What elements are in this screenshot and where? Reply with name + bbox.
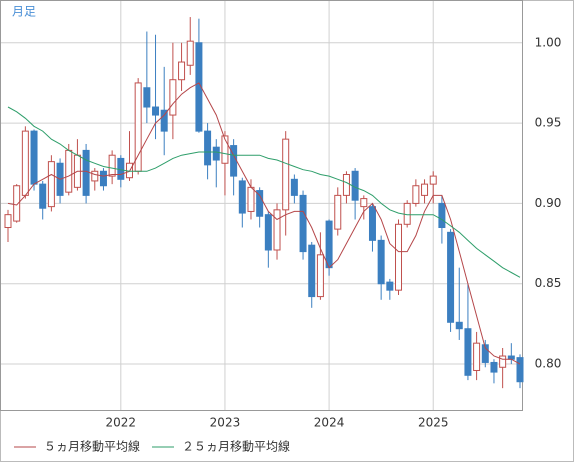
candle-body — [13, 185, 21, 222]
candle-body — [4, 214, 12, 229]
candle-body — [247, 186, 255, 212]
candle-body — [421, 183, 429, 196]
legend-label: ２５ヵ月移動平均線 — [182, 439, 290, 454]
candle-body — [325, 220, 333, 269]
candle-body — [342, 173, 350, 196]
candle-body — [316, 254, 324, 298]
candle-body — [256, 190, 264, 217]
candle-body — [99, 170, 107, 187]
candle-body — [299, 194, 307, 253]
candle-body — [386, 281, 394, 291]
candle-body — [447, 231, 455, 323]
y-tick-label: 0.85 — [535, 276, 562, 290]
candle-body — [438, 202, 446, 229]
candle-body — [308, 244, 316, 298]
candle-body — [221, 135, 229, 164]
candle-body — [82, 149, 90, 196]
candle-body — [134, 82, 142, 172]
plot-area — [0, 0, 523, 411]
candle-body — [160, 109, 168, 132]
x-tick-label: 2022 — [106, 416, 137, 430]
candle-body — [499, 355, 507, 368]
candle-body — [395, 223, 403, 291]
x-tick-label: 2023 — [210, 416, 241, 430]
candle-body — [455, 321, 463, 330]
y-tick-label: 1.00 — [535, 35, 562, 49]
candle-body — [481, 344, 489, 363]
y-tick-label: 0.90 — [535, 196, 562, 210]
candle-body — [65, 149, 73, 193]
candle-body — [429, 175, 437, 185]
candle-body — [464, 328, 472, 376]
candle-body — [178, 61, 186, 81]
x-tick-label: 2024 — [314, 416, 345, 430]
ma-line — [7, 106, 521, 278]
candle-body — [290, 178, 298, 196]
candle-body — [195, 42, 203, 132]
candle-body — [334, 194, 342, 230]
candle-body — [152, 106, 160, 116]
candle-body — [412, 185, 420, 204]
candle-body — [516, 357, 524, 383]
y-tick-label: 0.95 — [535, 116, 562, 130]
candle-body — [360, 198, 368, 208]
candle-body — [490, 361, 498, 373]
candle-body — [21, 130, 29, 196]
candle-body — [143, 87, 151, 108]
candle-body — [108, 154, 116, 177]
candle-body — [473, 342, 481, 371]
candle-body — [230, 145, 238, 177]
candle-body — [39, 183, 47, 209]
x-tick-label: 2025 — [418, 416, 449, 430]
candle-body — [212, 146, 220, 161]
candle-body — [238, 180, 246, 214]
candle-body — [282, 138, 290, 211]
candle-body — [186, 40, 194, 66]
candle-body — [377, 239, 385, 285]
candle-body — [368, 206, 376, 241]
candle-body — [204, 130, 212, 166]
candle-body — [30, 130, 38, 185]
candle-body — [264, 214, 272, 251]
y-tick-label: 0.80 — [535, 357, 562, 371]
candle-body — [47, 161, 55, 208]
legend-label: ５ヵ月移動平均線 — [44, 439, 140, 454]
ma-line — [7, 82, 521, 365]
candle-body — [273, 209, 281, 251]
candle-body — [91, 170, 99, 182]
chart-label: 月足 — [12, 5, 36, 19]
candle-body — [169, 79, 177, 116]
